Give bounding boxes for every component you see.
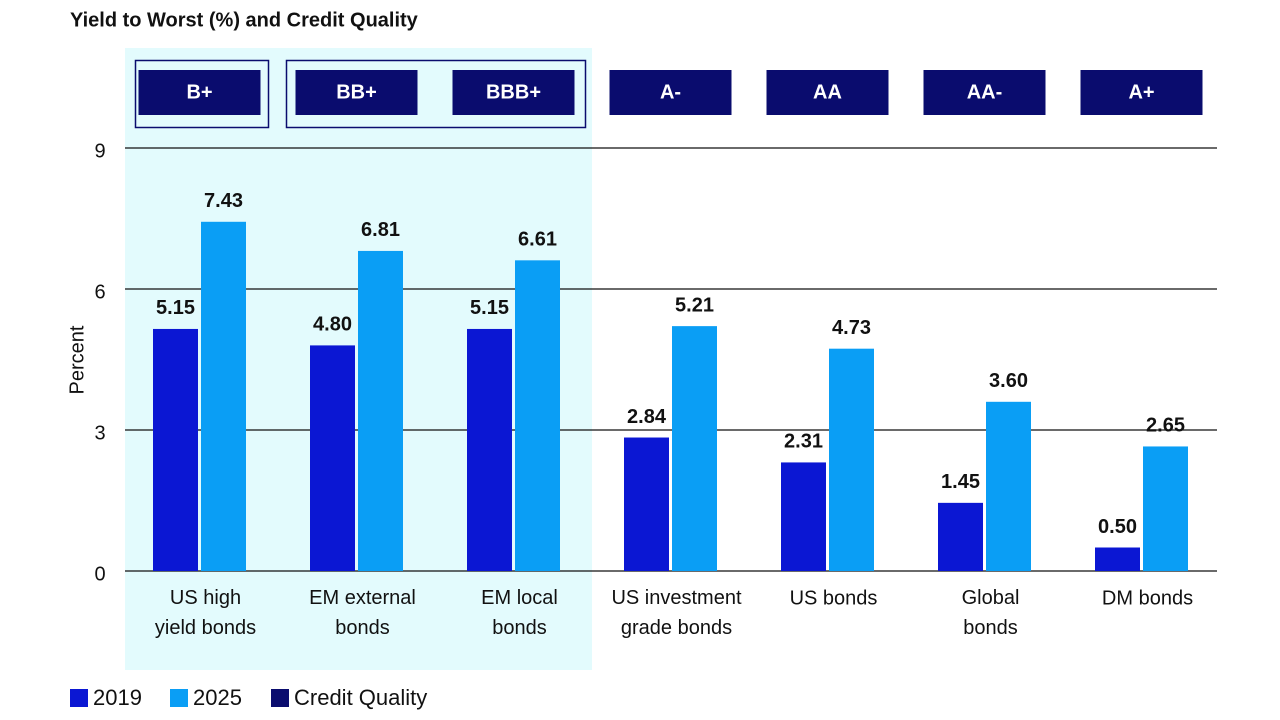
value-label: 6.81 (361, 219, 400, 241)
rating-label: AA (813, 81, 842, 103)
bar (1143, 446, 1188, 571)
rating-group-box (285, 59, 587, 129)
rating-label: AA- (967, 81, 1003, 103)
bar (201, 221, 246, 572)
bar (153, 328, 198, 571)
legend-swatch (70, 689, 88, 707)
bar (624, 437, 669, 571)
rating-box (609, 70, 732, 115)
bar (672, 326, 717, 571)
value-label: 5.15 (470, 297, 509, 319)
value-label: 1.45 (941, 471, 980, 493)
rating-box (295, 70, 418, 115)
rating-box (138, 70, 261, 115)
rating-group-box (134, 59, 270, 129)
chart-title: Yield to Worst (%) and Credit Quality (70, 9, 419, 31)
rating-box (452, 70, 575, 115)
bar (1095, 547, 1140, 571)
bar (938, 502, 983, 571)
bar (358, 250, 403, 571)
x-tick-label: US high yield bonds (155, 587, 256, 639)
value-label: 3.60 (989, 370, 1028, 392)
x-tick-label: EM external bonds (309, 587, 416, 639)
legend-swatch (271, 689, 289, 707)
bar (310, 345, 355, 571)
rating-label: A- (660, 81, 681, 103)
rating-label: B+ (186, 81, 212, 103)
value-label: 6.61 (518, 229, 557, 251)
y-tick-label: 0 (94, 563, 105, 585)
bar (781, 462, 826, 571)
x-tick-label: US investment grade bonds (611, 587, 741, 639)
value-label: 5.21 (675, 294, 714, 316)
legend-label: 2025 (193, 685, 242, 710)
value-label: 4.80 (313, 314, 352, 336)
bar (986, 401, 1031, 571)
y-tick-label: 6 (94, 281, 105, 303)
rating-box (923, 70, 1046, 115)
x-tick-label: DM bonds (1102, 587, 1193, 609)
value-label: 2.31 (784, 431, 823, 453)
y-tick-label: 9 (94, 140, 105, 162)
rating-label: A+ (1128, 81, 1154, 103)
value-label: 4.73 (832, 317, 871, 339)
rating-box (1080, 70, 1203, 115)
bar (829, 348, 874, 571)
bar (467, 328, 512, 571)
rating-label: BB+ (336, 81, 377, 103)
bar (515, 260, 560, 571)
value-label: 0.50 (1098, 516, 1137, 538)
value-label: 7.43 (204, 190, 243, 212)
x-tick-label: EM local bonds (481, 587, 558, 639)
legend-label: 2019 (93, 685, 142, 710)
x-tick-label: Global bonds (962, 587, 1020, 639)
legend-label: Credit Quality (294, 685, 427, 710)
x-tick-label: US bonds (790, 587, 878, 609)
y-axis-label: Percent (66, 325, 88, 394)
value-label: 2.65 (1146, 415, 1185, 437)
rating-box (766, 70, 889, 115)
value-label: 5.15 (156, 297, 195, 319)
y-tick-label: 3 (94, 422, 105, 444)
value-label: 2.84 (627, 406, 667, 428)
rating-label: BBB+ (486, 81, 541, 103)
legend-swatch (170, 689, 188, 707)
